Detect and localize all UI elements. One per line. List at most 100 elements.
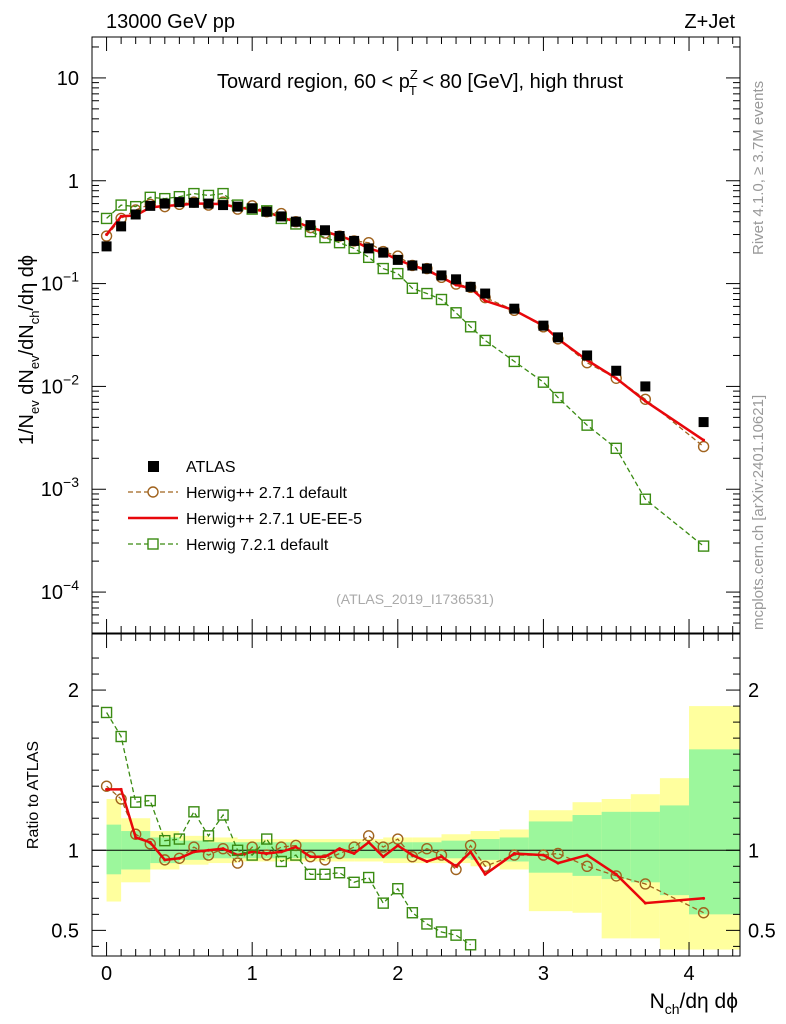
analysis-watermark: (ATLAS_2019_I1736531): [336, 591, 494, 607]
data-point: [697, 907, 710, 919]
data-point: [464, 939, 477, 951]
x-tick-label: 0: [101, 963, 112, 985]
ratio-y-tick-label: 1: [68, 840, 79, 862]
data-point: [159, 198, 170, 209]
data-point: [101, 241, 112, 252]
data-point: [319, 225, 330, 236]
legend-label: Herwig++ 2.7.1 UE-EE-5: [186, 511, 362, 528]
data-point: [698, 417, 709, 428]
legend-entry: Herwig++ 2.7.1 default: [128, 485, 348, 502]
data-point: [469, 850, 473, 854]
legend-entry: ATLAS: [148, 459, 236, 476]
data-point: [105, 787, 109, 791]
main-panel: 10 1 10−1 10−2 10−3 10−4 Toward region, 60 < …: [16, 36, 741, 634]
data-point: [217, 187, 229, 200]
data-point: [134, 835, 138, 839]
ratio-y-axis-label: Ratio to ATLAS: [25, 741, 42, 849]
uncertainty-band-green: [528, 821, 573, 873]
data-point: [247, 203, 258, 214]
data-point: [115, 199, 127, 211]
y-tick-label: 10−2: [41, 371, 79, 398]
data-point: [377, 262, 389, 275]
ratio-y-tick-label: 2: [68, 680, 79, 702]
ratio-y-tick-label: 0.5: [51, 920, 79, 942]
data-point: [319, 868, 331, 880]
data-point: [483, 299, 487, 303]
data-point: [232, 201, 243, 212]
data-point: [100, 230, 113, 242]
data-point: [639, 393, 652, 405]
data-point: [454, 864, 458, 868]
series-line-herwig-7-2-1-default: [106, 192, 705, 547]
mcplots-label: mcplots.cern.ch [arXiv:2401.10621]: [750, 395, 767, 630]
legend-marker: [147, 486, 159, 498]
data-point: [483, 872, 487, 876]
data-point: [192, 850, 196, 854]
data-point: [407, 260, 418, 271]
data-point: [334, 231, 345, 242]
data-point: [392, 254, 403, 265]
ratio-y-tick-label-right: 2: [748, 680, 759, 702]
data-point: [352, 851, 356, 855]
data-point: [381, 855, 385, 859]
rivet-label: Rivet 4.1.0, ≥ 3.7M events: [750, 81, 767, 255]
data-point: [702, 896, 706, 900]
data-point: [163, 858, 167, 862]
data-point: [115, 793, 127, 805]
data-point: [348, 876, 360, 889]
data-point: [338, 847, 342, 851]
data-point: [221, 847, 225, 851]
data-point: [436, 270, 447, 281]
data-point: [188, 806, 200, 818]
data-point: [640, 381, 651, 392]
data-point: [304, 868, 317, 880]
data-point: [217, 809, 229, 821]
uncertainty-band-green: [441, 840, 471, 859]
legend-label: Herwig 7.2.1 default: [186, 537, 329, 554]
data-point: [188, 197, 199, 208]
data-point: [421, 918, 433, 930]
y-tick-label: 10−3: [41, 474, 79, 501]
data-point: [639, 493, 652, 505]
series-line-herwig-7-2-1-default: [106, 712, 471, 946]
data-point: [643, 901, 647, 905]
data-point: [290, 216, 301, 227]
series-line-herwig-2-7-1-ue-ee-5: [106, 788, 704, 905]
data-point: [276, 211, 287, 222]
data-point: [144, 794, 156, 807]
data-point: [406, 907, 419, 919]
data-point: [363, 243, 374, 254]
data-point: [323, 855, 327, 859]
data-point: [246, 849, 258, 861]
data-point: [231, 857, 244, 869]
data-point: [508, 849, 520, 861]
data-point: [582, 350, 593, 361]
x-axis-label: Nch/dη dϕ: [650, 990, 738, 1017]
data-point: [305, 220, 316, 231]
data-point: [552, 847, 564, 860]
data-point: [392, 883, 404, 895]
data-point: [261, 833, 273, 845]
x-tick-label: 1: [247, 963, 258, 985]
data-point: [480, 288, 491, 299]
y-tick-label: 1: [68, 171, 79, 193]
data-point: [697, 540, 710, 552]
data-point: [130, 209, 141, 220]
data-point: [116, 221, 127, 232]
data-point: [451, 274, 462, 285]
data-point: [261, 849, 273, 861]
data-point: [509, 303, 520, 314]
data-point: [697, 440, 710, 453]
data-point: [410, 853, 414, 857]
data-point: [421, 287, 433, 300]
data-point: [261, 206, 272, 217]
data-point: [119, 787, 123, 791]
data-point: [203, 198, 214, 209]
data-point: [378, 247, 389, 258]
data-point: [435, 293, 448, 306]
series-line-herwig-2-7-1-ue-ee-5: [105, 202, 705, 442]
uncertainty-band-green: [470, 839, 500, 860]
legend-marker: [147, 538, 159, 550]
data-point: [512, 851, 516, 855]
data-point: [202, 830, 215, 842]
